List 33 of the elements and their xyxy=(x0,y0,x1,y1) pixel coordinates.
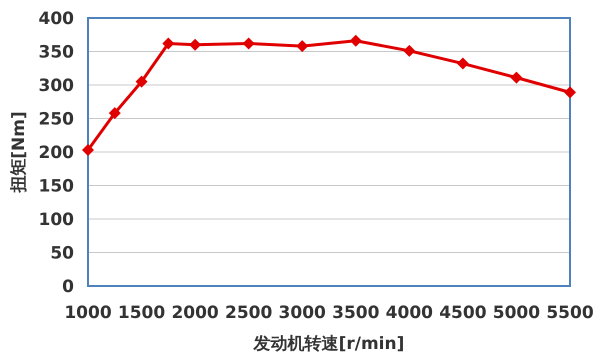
x-tick-label: 4500 xyxy=(439,303,487,323)
x-tick-label: 5000 xyxy=(492,303,540,323)
y-tick-label: 50 xyxy=(50,244,74,264)
point xyxy=(189,38,202,51)
point xyxy=(403,44,416,57)
point xyxy=(296,40,308,52)
y-tick-label: 200 xyxy=(38,143,74,163)
point xyxy=(564,86,576,98)
x-axis-title: 发动机转速[r/min] xyxy=(252,334,404,354)
point xyxy=(82,144,94,156)
x-tick-label: 1500 xyxy=(118,303,166,323)
y-tick-label: 0 xyxy=(62,277,74,297)
x-tick-label: 2500 xyxy=(225,303,272,323)
y-tick-label: 300 xyxy=(38,76,74,96)
point xyxy=(350,34,362,47)
y-tick-label: 100 xyxy=(38,210,74,230)
y-tick-label: 250 xyxy=(38,110,74,130)
point xyxy=(136,76,148,88)
x-tick-label: 4000 xyxy=(386,303,434,323)
x-tick-label: 2000 xyxy=(171,303,219,323)
x-tick-label: 1000 xyxy=(64,303,112,323)
point xyxy=(242,37,255,50)
point xyxy=(510,72,522,84)
point xyxy=(456,58,469,70)
x-tick-label: 5500 xyxy=(546,303,594,323)
y-axis-title: 扭矩[Nm] xyxy=(9,111,29,194)
y-tick-label: 400 xyxy=(38,9,74,29)
y-tick-label: 150 xyxy=(38,176,74,196)
x-tick-label: 3000 xyxy=(278,303,326,323)
point xyxy=(162,37,174,50)
y-tick-label: 350 xyxy=(38,42,74,62)
point xyxy=(108,107,121,120)
x-tick-label: 3500 xyxy=(332,303,380,323)
